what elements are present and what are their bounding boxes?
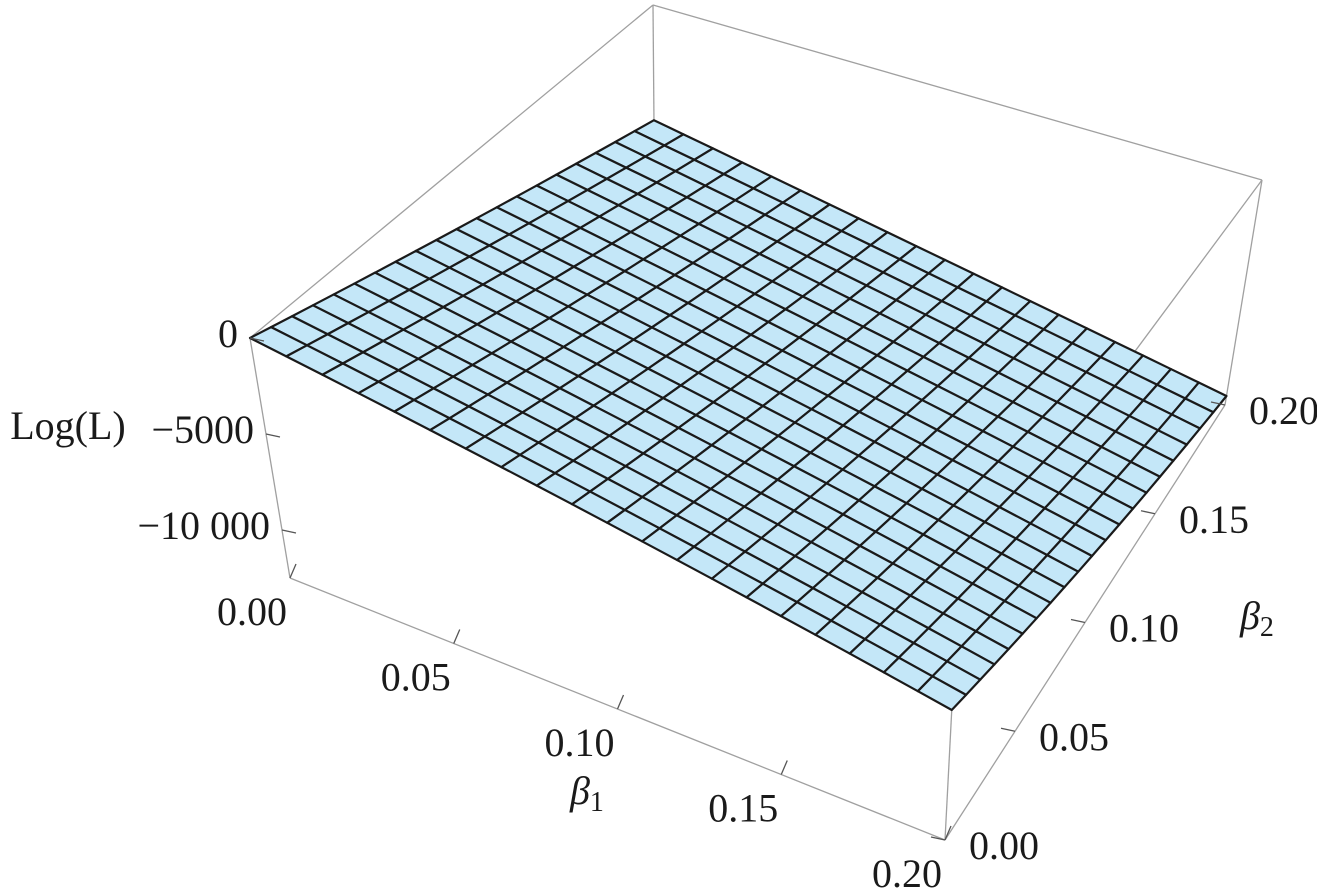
x-tick-label: 0.10 (545, 720, 615, 765)
y-label-subscript: 2 (1260, 612, 1274, 643)
z-tick-label: −10 000 (137, 503, 270, 548)
y-tick (1210, 401, 1226, 406)
box-edge (1224, 179, 1263, 406)
z-tick (281, 529, 297, 534)
y-tick-label: 0.10 (1109, 606, 1179, 651)
x-tick-label: 0.00 (217, 589, 287, 634)
x-label-subscript: 1 (590, 787, 604, 818)
y-tick-label: 0.00 (969, 823, 1039, 868)
x-tick-label: 0.20 (872, 851, 942, 893)
box-edge (249, 4, 654, 339)
box-edge (249, 337, 291, 579)
x-tick (616, 694, 625, 710)
z-tick (265, 433, 281, 438)
y-tick-label: 0.05 (1039, 714, 1109, 759)
z-axis-label: Log(L) (10, 403, 126, 448)
x-axis-label: β1 (569, 768, 604, 818)
y-axis-label: β2 (1239, 593, 1274, 643)
y-tick (1070, 618, 1086, 624)
x-tick (780, 760, 788, 775)
y-label-symbol: β (1239, 593, 1260, 638)
x-tick-label: 0.05 (381, 655, 451, 700)
box-edge (652, 4, 1263, 181)
y-tick (1140, 510, 1156, 515)
y-tick-label: 0.15 (1179, 497, 1249, 542)
z-tick-label: 0 (218, 311, 238, 356)
y-tick (930, 836, 946, 841)
x-tick-label: 0.15 (708, 786, 778, 831)
y-tick (1000, 727, 1016, 732)
x-tick (453, 629, 461, 644)
z-tick (249, 337, 265, 342)
x-label-symbol: β (569, 768, 590, 813)
x-tick (944, 825, 952, 841)
surface-cell (916, 675, 968, 712)
x-tick (289, 563, 297, 579)
y-tick-label: 0.20 (1249, 388, 1317, 433)
z-tick-label: −5000 (151, 407, 254, 452)
